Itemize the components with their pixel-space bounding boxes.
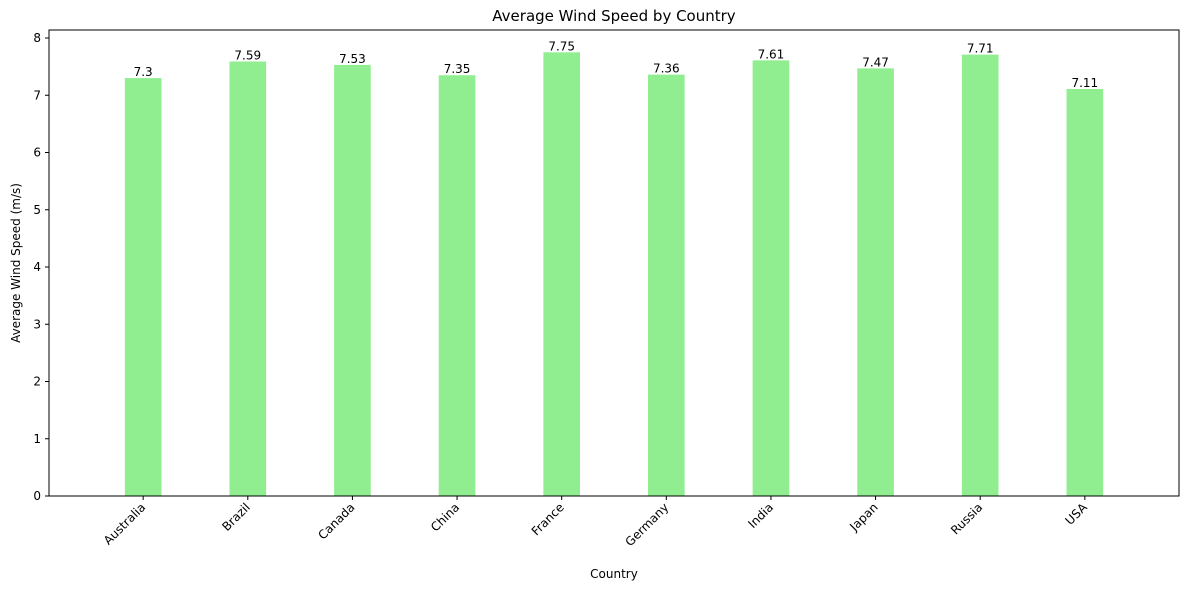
x-tick-label: Brazil <box>219 500 253 534</box>
bar-japan <box>857 68 894 496</box>
x-tick-label: France <box>529 500 567 538</box>
x-tick-label: Germany <box>623 500 672 549</box>
y-tick-label: 0 <box>33 489 41 503</box>
bar-value-label: 7.11 <box>1071 76 1098 90</box>
bar-value-label: 7.61 <box>758 47 785 61</box>
bar-value-label: 7.3 <box>134 65 153 79</box>
bar-australia <box>124 78 162 497</box>
bar-value-label: 7.59 <box>234 48 261 62</box>
bar-value-label: 7.53 <box>339 52 366 66</box>
x-tick-label: Canada <box>315 500 357 542</box>
plot-area: 7.3 7.59 7.53 7.35 7.75 7.36 7.61 7.47 7.71 7.11 <box>48 29 1180 497</box>
y-tick-label: 5 <box>33 203 41 217</box>
bar-value-label: 7.35 <box>444 62 471 76</box>
bar-india <box>752 60 790 496</box>
y-axis: 0 1 2 3 4 5 6 7 8 <box>33 31 49 503</box>
y-tick-label: 8 <box>33 31 41 45</box>
x-tick-label: India <box>745 500 776 531</box>
y-tick-label: 6 <box>33 146 41 160</box>
bar-brazil <box>229 61 267 497</box>
x-tick-label: Japan <box>846 500 880 534</box>
x-tick-label: China <box>428 500 462 534</box>
bar-value-label: 7.75 <box>548 39 575 53</box>
bar-value-label: 7.36 <box>653 62 680 76</box>
bar-china <box>438 75 476 496</box>
bar-france <box>543 52 580 496</box>
x-tick-label: USA <box>1062 500 1090 528</box>
y-tick-label: 4 <box>33 260 41 274</box>
bar-value-label: 7.47 <box>862 55 889 69</box>
chart-title: Average Wind Speed by Country <box>492 7 735 25</box>
y-tick-label: 2 <box>33 375 41 389</box>
x-tick-label: Russia <box>948 500 985 537</box>
x-tick-label: Australia <box>101 500 148 547</box>
y-axis-label: Average Wind Speed (m/s) <box>9 183 23 343</box>
x-axis-label: Country <box>590 567 638 581</box>
bar-germany <box>648 74 685 496</box>
y-tick-label: 1 <box>33 432 41 446</box>
bar-russia <box>961 54 999 497</box>
x-axis: Australia Brazil Canada China France Germany I… <box>101 496 1091 549</box>
bar-canada <box>334 64 371 496</box>
y-tick-label: 3 <box>33 317 41 331</box>
bar-value-label: 7.71 <box>967 42 994 56</box>
y-tick-label: 7 <box>33 88 41 102</box>
plot-frame <box>48 29 1180 497</box>
bar-usa <box>1066 88 1104 496</box>
